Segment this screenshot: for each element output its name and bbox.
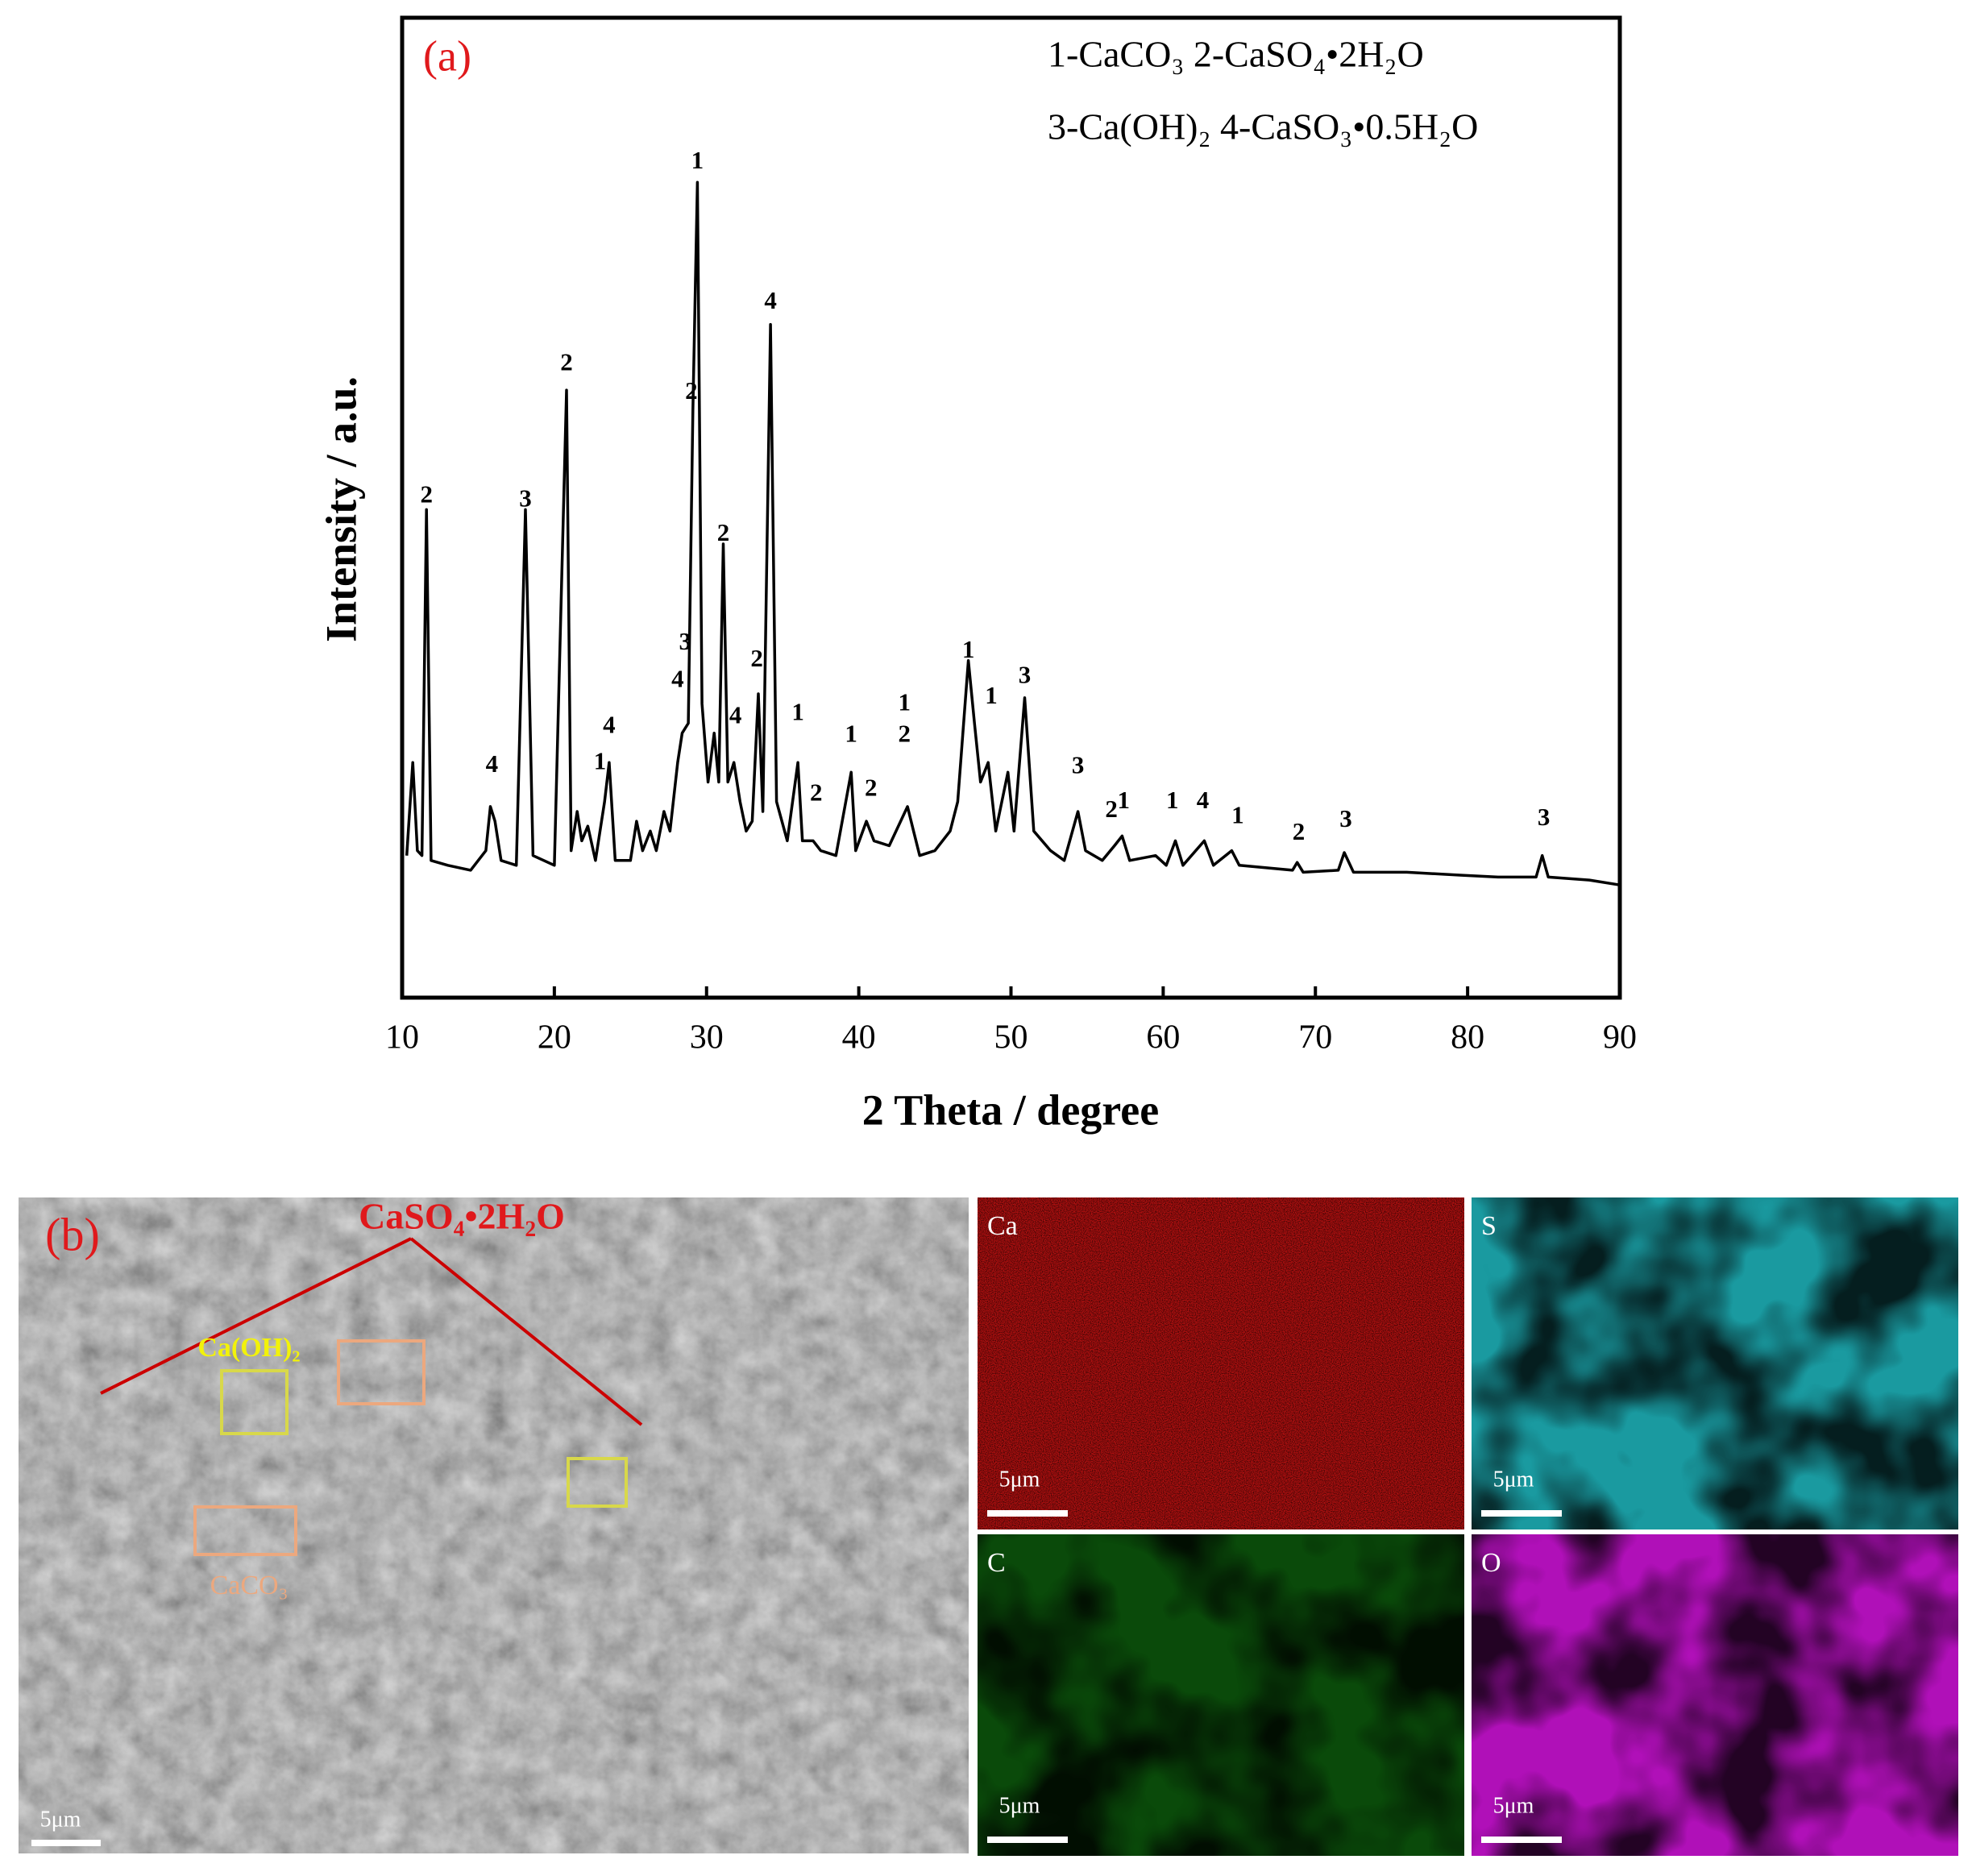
peak-label: 2 [685,376,698,405]
x-tick-label: 30 [690,1019,724,1056]
x-tick-label: 10 [385,1019,419,1056]
highlight-box [193,1505,297,1556]
x-tick-label: 80 [1451,1019,1484,1056]
pointer-line [100,1237,412,1395]
peak-label: 2 [899,719,911,747]
peak-label: 4 [603,710,616,738]
xrd-line [405,181,1621,886]
label: Ca(OH)₂ [197,1333,300,1363]
x-tick-label: 50 [994,1019,1028,1056]
peak-label: 2 [420,480,433,508]
eds-maps: Ca 5μm S 5μm C 5μm O 5μm [978,1197,1958,1856]
highlight-box [567,1457,628,1508]
x-tick-label: 20 [538,1019,571,1056]
peak-label: 1 [594,746,607,774]
peak-label: 3 [1019,660,1032,688]
peak-label: 1 [899,688,911,716]
map-element-label: S [1481,1211,1497,1241]
x-tick-label: 70 [1298,1019,1332,1056]
map-element-label: Ca [987,1211,1018,1241]
pointer-line [409,1237,643,1426]
map-texture [978,1534,1464,1856]
scale-bar [1481,1837,1562,1843]
legend-line: 1-CaCO₃ 2-CaSO₄•2H₂O [1048,34,1424,75]
peak-label: 1 [1166,786,1179,814]
peak-label: 2 [717,518,730,546]
peak-label: 1 [985,681,998,709]
peak-label: 1 [1118,786,1131,814]
peak-label: 1 [845,719,857,747]
peak-label: 4 [486,749,499,778]
peak-label: 2 [1105,795,1118,823]
scale-bar [987,1837,1068,1843]
x-tick-label: 90 [1603,1019,1637,1056]
peak-label: 4 [671,664,684,692]
y-axis-label: Intensity / a.u. [317,376,365,642]
scale-bar [987,1510,1068,1517]
map-element-label: C [987,1548,1006,1578]
plot-frame [400,15,1622,1000]
legend-line: 3-Ca(OH)₂ 4-CaSO₃•0.5H₂O [1048,106,1478,147]
map-element-label: O [1481,1548,1501,1578]
peak-label: 1 [1231,800,1244,828]
peak-label: 2 [865,773,878,801]
scale-label: 5μm [999,1467,1040,1492]
peak-label: 4 [1197,786,1210,814]
scale-bar [1481,1510,1562,1517]
annotation: CaSO₄•2H₂O [359,1196,565,1237]
peak-label: 2 [560,348,573,376]
peak-label: 3 [1339,804,1352,832]
map-texture [978,1197,1464,1529]
peak-label: 2 [810,778,823,806]
map-texture [1472,1534,1958,1856]
x-tick-label: 40 [842,1019,876,1056]
peak-label: 3 [1072,750,1085,778]
sem-image: (b) CaSO₄•2H₂O Ca(OH)₂ CaCO₃ 5μm [19,1196,969,1853]
peak-label: 3 [679,627,692,655]
peak-label: 4 [764,286,777,314]
scale-label: 5μm [1493,1793,1534,1818]
panel-label: (b) [45,1208,100,1260]
peak-label: 4 [729,700,742,728]
label: CaCO₃ [210,1571,289,1600]
x-axis-label: 2 Theta / degree [862,1085,1159,1134]
map-texture [1472,1197,1958,1529]
peak-label: 1 [791,698,804,726]
scale-label: 5μm [40,1807,81,1832]
scale-label: 5μm [1493,1467,1534,1492]
sem-texture [19,1197,969,1853]
scale-label: 5μm [999,1793,1040,1818]
highlight-box [220,1369,289,1435]
scale-bar [31,1840,101,1846]
peak-label: 1 [691,146,704,174]
x-tick-label: 60 [1146,1019,1180,1056]
highlight-box [337,1339,426,1405]
peak-label: 2 [750,644,763,672]
peak-label: 3 [1538,803,1551,831]
peak-label: 1 [962,635,975,663]
peak-label: 3 [519,484,532,513]
panel-label: (a) [423,31,471,80]
peak-label: 2 [1293,817,1306,845]
